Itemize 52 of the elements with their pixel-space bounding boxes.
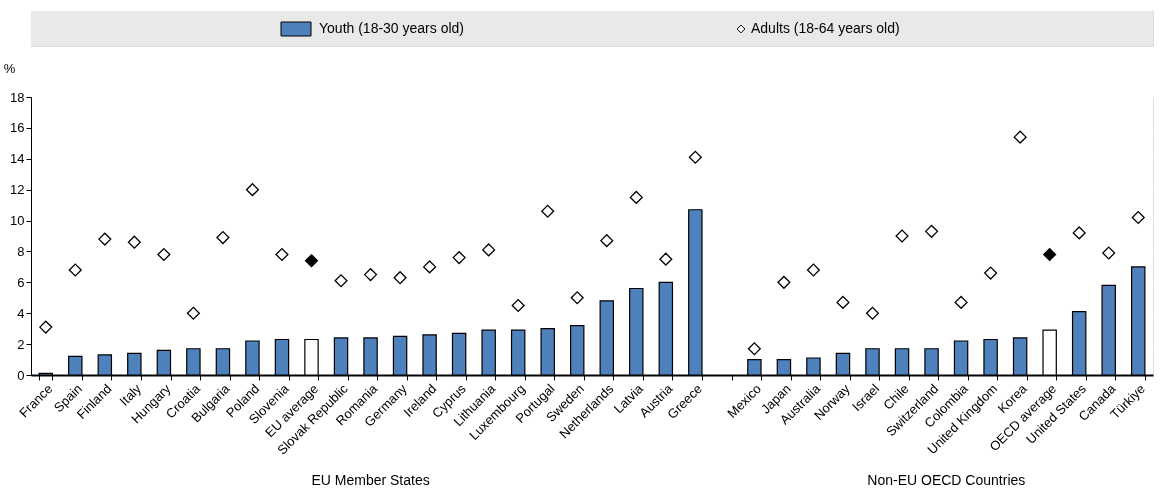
y-tick-label: 18 xyxy=(10,89,25,105)
point xyxy=(334,274,348,288)
point xyxy=(629,190,643,204)
point xyxy=(482,243,496,257)
point xyxy=(659,252,673,266)
y-tick-label: 2 xyxy=(17,336,25,352)
point xyxy=(423,260,437,274)
y-tick-label: 14 xyxy=(10,151,25,167)
point xyxy=(1102,246,1116,260)
y-tick-label: 0 xyxy=(17,367,25,383)
point xyxy=(452,251,466,265)
point xyxy=(1043,247,1057,262)
point xyxy=(39,320,53,334)
point xyxy=(836,295,850,309)
point xyxy=(216,230,230,245)
point xyxy=(688,150,702,164)
point xyxy=(984,266,998,280)
point xyxy=(275,247,289,262)
point xyxy=(186,306,200,320)
point xyxy=(393,271,407,285)
point xyxy=(245,183,260,197)
legend-label: Youth (18-30 years old) xyxy=(319,20,465,36)
point xyxy=(98,232,112,246)
point xyxy=(806,263,821,277)
point xyxy=(1072,226,1086,240)
y-tick-label: 10 xyxy=(10,213,25,229)
point xyxy=(511,298,525,313)
text: EU Member States xyxy=(311,472,430,488)
point xyxy=(600,234,614,248)
y-tick-label: 6 xyxy=(17,274,25,290)
point xyxy=(865,306,880,320)
y-tick-label: 12 xyxy=(10,182,25,198)
point xyxy=(777,275,791,289)
point xyxy=(570,291,584,305)
point xyxy=(747,342,761,356)
point xyxy=(68,263,82,277)
point xyxy=(127,235,141,249)
y-axis-title: % xyxy=(3,60,16,76)
y-tick-label: 16 xyxy=(10,120,25,136)
point xyxy=(1131,210,1145,225)
text: Non-EU OECD Countries xyxy=(867,472,1026,488)
point xyxy=(363,268,378,282)
point xyxy=(157,247,171,262)
point xyxy=(304,254,319,268)
point xyxy=(541,204,555,218)
y-tick-label: 4 xyxy=(17,305,25,321)
y-tick-label: 8 xyxy=(17,243,25,259)
point xyxy=(924,224,939,238)
point xyxy=(895,229,909,243)
legend-label: Adults (18-64 years old) xyxy=(751,20,900,36)
point xyxy=(1013,130,1027,144)
point xyxy=(954,295,968,309)
